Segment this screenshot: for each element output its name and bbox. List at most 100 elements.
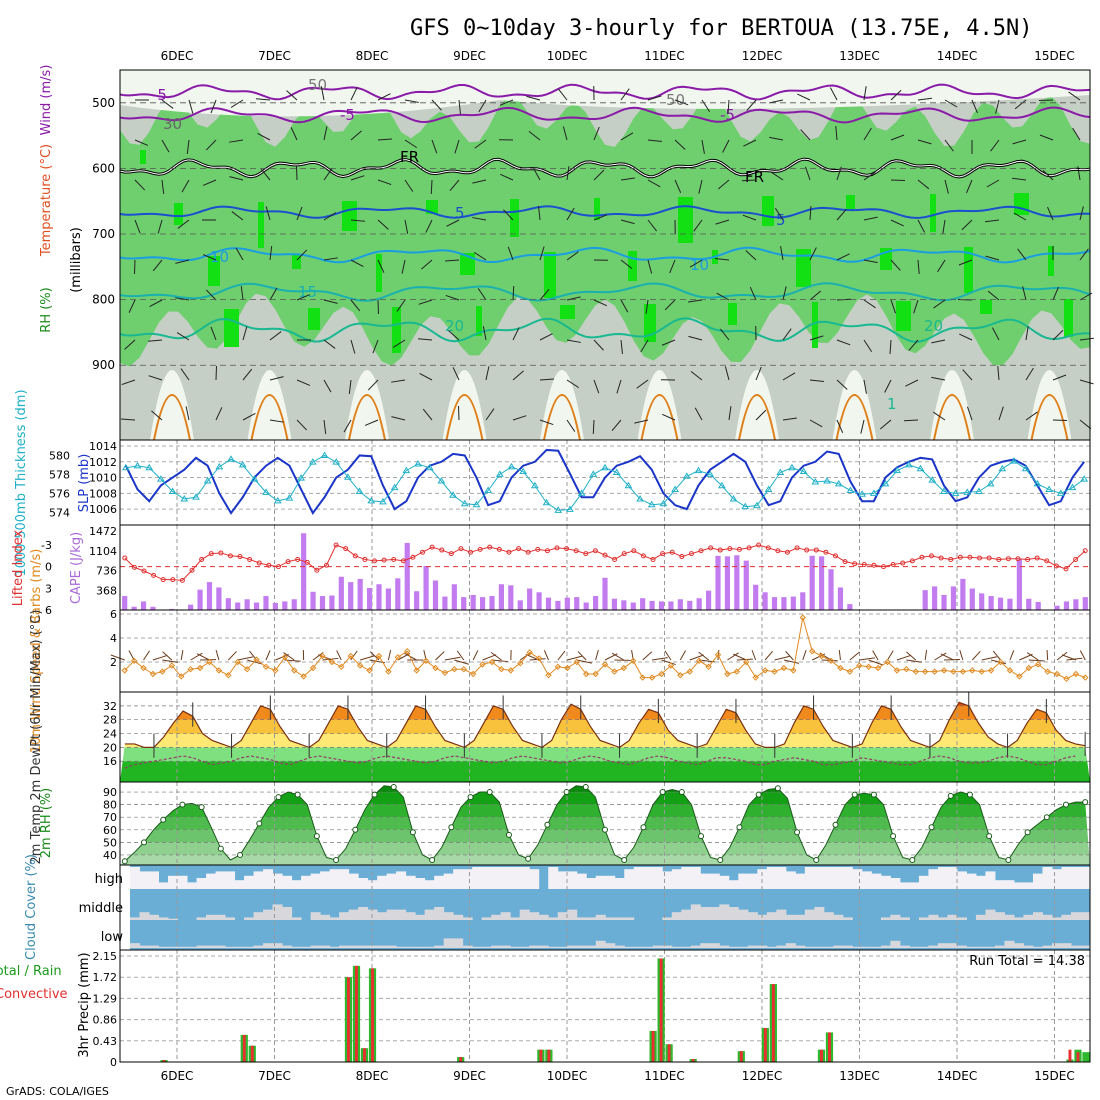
upper-wind-barb (1052, 329, 1064, 341)
upper-wind-barb (391, 379, 406, 383)
rh-high-patch (292, 255, 301, 269)
cape-bar (592, 596, 599, 610)
surface-wind-barb (611, 652, 625, 661)
wind-speed-point (262, 663, 270, 671)
wind-speed-point (1006, 667, 1014, 674)
rh-dry-plume (930, 370, 974, 440)
rh-high-patch (678, 197, 693, 243)
upper-wind-barb (749, 287, 757, 301)
cloud-fraction-bar (548, 867, 559, 889)
wind-speed-point (837, 664, 844, 672)
cloud-fraction-bar (405, 912, 416, 920)
surface-wind-barb (774, 655, 790, 661)
cloud-fraction-bar (728, 880, 739, 889)
wind-speed-point (639, 674, 646, 681)
cloud-fraction-bar (947, 943, 958, 948)
rh-high-patch (476, 306, 482, 336)
wind-speed-point (451, 665, 458, 673)
rh-point (966, 791, 973, 798)
upper-wind-barb (797, 93, 811, 101)
cape-bar (140, 601, 147, 610)
cloud-fraction-bar (1032, 946, 1043, 948)
thickness-point (1056, 489, 1065, 496)
temperature-contour-20 (119, 317, 1091, 343)
wind-speed-point (771, 668, 778, 675)
cloud-fraction-bar (709, 873, 720, 889)
wind-speed-point (347, 652, 354, 660)
upper-wind-barb (884, 379, 892, 393)
thickness-point (519, 467, 528, 475)
upper-wind-barb (205, 139, 217, 151)
thickness-point (273, 496, 282, 504)
precip-convective-bar (242, 1034, 246, 1062)
wind-speed-point (921, 668, 929, 675)
upper-wind-barb (367, 379, 379, 391)
upper-wind-barb (742, 214, 757, 221)
upper-wind-barb (1052, 286, 1059, 301)
wind-speed-line (124, 617, 1086, 680)
surface-wind-barb (227, 651, 237, 661)
cape-bar (169, 608, 175, 610)
surface-wind-barb (1009, 650, 1015, 661)
upper-wind-barb (966, 406, 973, 421)
thickness-point (192, 493, 200, 500)
cape-bar (376, 584, 382, 610)
rh-moist-band (120, 92, 1090, 367)
wind-speed-point (959, 668, 967, 675)
cape-bar (338, 576, 344, 610)
upper-wind-barb (401, 259, 406, 274)
rh-point (659, 789, 666, 796)
upper-wind-barb (701, 139, 705, 154)
wind-speed-point (978, 668, 985, 675)
lifted-index-point (439, 547, 445, 553)
cloud-fraction-bar (244, 875, 255, 889)
upper-wind-barb (890, 259, 901, 271)
wind-speed-point (969, 667, 976, 674)
rh-high-patch (930, 194, 936, 232)
surface-wind-barb (180, 649, 184, 661)
lifted-index-point (1053, 563, 1059, 569)
upper-wind-barb (1079, 248, 1089, 261)
lifted-index-point (957, 554, 963, 560)
cloud-fraction-bar (491, 914, 502, 920)
lifted-index-point (1015, 556, 1021, 562)
cloud-fraction-bar (880, 875, 891, 889)
cloud-fraction-bar (776, 945, 787, 948)
cloud-fraction-bar (681, 909, 692, 920)
upper-wind-barb (235, 247, 244, 261)
upper-wind-barb (800, 129, 811, 141)
thickness-point (285, 494, 294, 501)
surface-wind-barb (981, 656, 997, 661)
cloud-fraction-bar (785, 914, 796, 920)
rh-point (736, 824, 743, 831)
cloud-fraction-bar (215, 945, 226, 948)
upper-wind-barb (933, 299, 946, 309)
surface-wind-barb (727, 652, 739, 661)
surface-wind-barb (162, 659, 178, 663)
cloud-fraction-bar (538, 914, 549, 920)
thickness-point (367, 496, 376, 504)
cloud-fraction-bar (472, 867, 483, 889)
contour-label: FR (745, 168, 764, 186)
rh-high-patch (426, 200, 438, 214)
surface-wind-barb (1079, 650, 1086, 661)
cloud-fraction-bar (880, 945, 891, 948)
rh-point (1005, 856, 1012, 863)
cloud-fraction-bar (671, 912, 682, 920)
cloud-fraction-bar (377, 875, 388, 889)
upper-wind-barb (377, 179, 392, 186)
wind-speed-point (432, 664, 439, 672)
cloud-fraction-bar (671, 946, 682, 948)
upper-wind-barb (944, 139, 954, 152)
precip-convective-bar (363, 1048, 366, 1062)
cloud-layer-label: middle (79, 901, 123, 916)
thickness-point (133, 461, 142, 469)
lifted-index-point (285, 559, 291, 565)
wind-speed-point (479, 661, 486, 668)
surface-wind-barb (387, 649, 392, 661)
upper-wind-barb (592, 419, 595, 435)
lifted-index-point (227, 553, 233, 559)
upper-wind-barb (445, 294, 460, 301)
cape-bar (508, 585, 514, 610)
